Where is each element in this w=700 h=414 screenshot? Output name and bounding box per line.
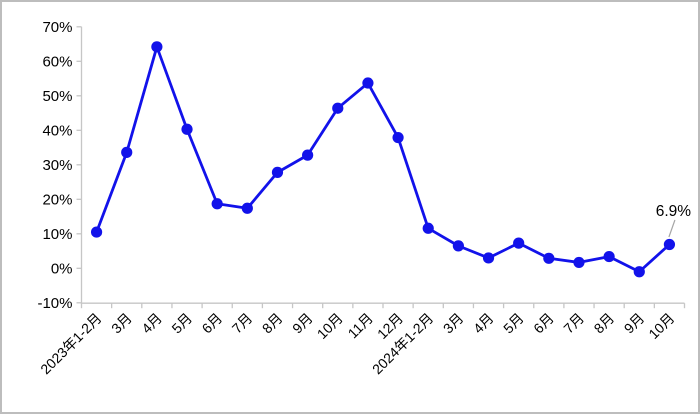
- x-axis-label: 6月: [199, 310, 226, 337]
- data-point: [271, 166, 284, 178]
- x-axis-label: 4月: [138, 310, 165, 337]
- annotation-leader-line: [668, 219, 676, 238]
- data-point: [362, 77, 374, 89]
- data-point: [302, 149, 314, 161]
- y-axis-label: 0%: [51, 261, 73, 278]
- data-point: [422, 222, 434, 234]
- data-point: [663, 238, 676, 251]
- x-axis-label: 7月: [229, 310, 256, 337]
- data-point: [392, 131, 404, 144]
- y-axis-label: 70%: [42, 19, 72, 36]
- x-axis-label: 3月: [440, 310, 467, 337]
- data-point: [151, 41, 163, 53]
- data-point: [573, 256, 585, 269]
- x-axis-label: 9月: [621, 310, 648, 337]
- x-axis-label: 3月: [108, 310, 135, 337]
- x-axis-label: 7月: [560, 310, 587, 337]
- x-axis-label: 10月: [645, 310, 677, 342]
- x-axis-label: 5月: [168, 310, 195, 337]
- x-axis-label: 6月: [530, 310, 557, 337]
- x-axis-label: 5月: [500, 310, 527, 337]
- y-axis-label: -10%: [37, 295, 72, 312]
- x-axis-label: 4月: [470, 310, 497, 337]
- data-point: [543, 252, 555, 264]
- y-axis-label: 30%: [42, 157, 72, 174]
- y-axis-label: 10%: [42, 226, 72, 243]
- annotation-label: 6.9%: [656, 203, 692, 220]
- data-point: [181, 123, 193, 135]
- axis-lines: [80, 26, 685, 304]
- y-axis-label: 50%: [42, 88, 72, 105]
- data-point: [121, 146, 133, 158]
- data-point: [241, 202, 253, 214]
- x-axis-label: 11月: [345, 310, 376, 341]
- data-point: [452, 240, 464, 252]
- y-axis-label: 40%: [42, 123, 72, 140]
- data-point: [211, 198, 223, 210]
- x-axis-label: 2023年1-2月: [37, 310, 104, 377]
- x-axis-label: 8月: [259, 310, 286, 337]
- y-axis-label: 60%: [42, 54, 72, 71]
- data-line: [95, 45, 671, 274]
- data-point: [90, 226, 103, 238]
- data-point: [482, 252, 495, 264]
- x-axis-label: 9月: [289, 310, 316, 337]
- data-point: [332, 102, 344, 114]
- data-point: [513, 237, 525, 249]
- x-axis-label: 8月: [591, 310, 618, 337]
- data-point: [603, 250, 615, 263]
- data-point: [633, 266, 645, 278]
- y-axis-label: 20%: [42, 192, 72, 209]
- x-axis-label: 10月: [314, 310, 346, 342]
